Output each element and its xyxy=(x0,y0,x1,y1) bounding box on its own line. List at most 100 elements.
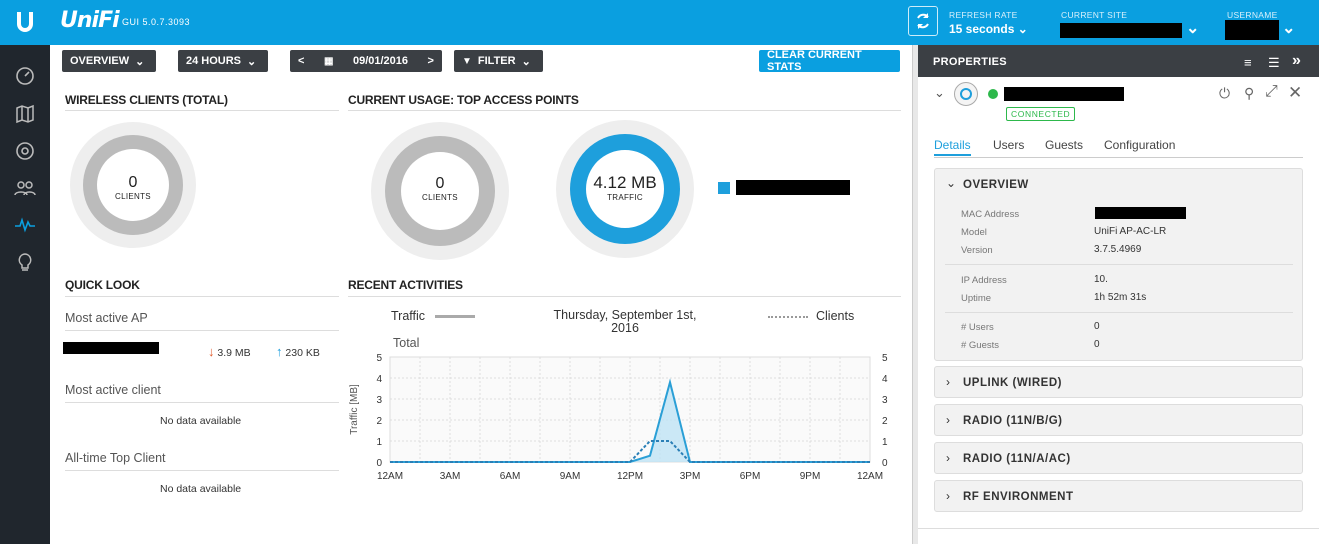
insights-icon[interactable] xyxy=(13,250,37,274)
ip-label: IP Address xyxy=(961,275,1007,286)
uplink-panel[interactable]: › UPLINK (WIRED) xyxy=(934,366,1303,398)
overview-dropdown[interactable]: OVERVIEW ⌄ xyxy=(62,50,156,72)
mac-value xyxy=(1095,207,1186,219)
y-tick-label: 4 xyxy=(376,374,382,385)
y-tick-label: 5 xyxy=(376,353,382,364)
ap-device-icon xyxy=(954,82,978,106)
most-active-client-label: Most active client xyxy=(65,383,161,397)
status-badge: CONNECTED xyxy=(1006,107,1076,121)
x-tick-label: 6PM xyxy=(740,471,761,482)
prev-day-button[interactable]: < xyxy=(298,55,305,67)
filter-icon: ▼ xyxy=(462,55,472,67)
locate-pin-icon[interactable]: ⚲ xyxy=(1244,85,1255,101)
refresh-rate-select[interactable]: 15 seconds ⌄ xyxy=(949,22,1028,36)
power-icon[interactable]: ⏻ xyxy=(1219,85,1231,101)
next-day-button[interactable]: > xyxy=(427,55,434,67)
radio-ac-panel-title: RADIO (11N/A/AC) xyxy=(963,453,1071,465)
donut-hole xyxy=(586,150,664,228)
most-active-ap-name[interactable] xyxy=(63,342,159,354)
recent-activities-title: RECENT ACTIVITIES xyxy=(348,278,463,292)
chevron-down-icon[interactable]: ⌄ xyxy=(946,176,957,190)
expand-icon[interactable]: ⤢ xyxy=(1265,83,1278,100)
legend-line-solid xyxy=(434,315,475,319)
x-tick-label: 3AM xyxy=(440,471,461,482)
current-site-select[interactable] xyxy=(1060,23,1182,38)
mac-label: MAC Address xyxy=(961,209,1020,220)
chart-total-label: Total xyxy=(393,336,420,350)
divider xyxy=(918,528,1319,529)
legend-traffic: Traffic xyxy=(391,309,475,323)
radio-ac-panel[interactable]: › RADIO (11N/A/AC) xyxy=(934,442,1303,474)
time-range-dropdown[interactable]: 24 HOURS ⌄ xyxy=(178,50,268,72)
main-content: OVERVIEW ⌄ 24 HOURS ⌄ < ▦ 09/01/2016 > ▼ FI… xyxy=(50,45,914,544)
version-value: 3.7.5.4969 xyxy=(1094,244,1142,255)
arrow-down-icon: ↓ xyxy=(208,344,215,359)
chevron-down-icon: ⌄ xyxy=(521,55,531,68)
properties-title: PROPERTIES xyxy=(933,56,1007,68)
chevron-down-icon[interactable]: ⌄ xyxy=(934,85,945,100)
divider xyxy=(65,402,339,403)
users-value: 0 xyxy=(1094,321,1100,332)
y-tick-label: 0 xyxy=(376,458,382,469)
tabs-underline xyxy=(934,157,1303,158)
username-menu[interactable] xyxy=(1225,20,1279,40)
legend-traffic-label: Traffic xyxy=(391,309,426,323)
x-tick-label: 6AM xyxy=(500,471,521,482)
filter-dropdown[interactable]: ▼ FILTER ⌄ xyxy=(454,50,543,72)
rf-environment-panel[interactable]: › RF ENVIRONMENT xyxy=(934,480,1303,512)
chevron-right-icon: › xyxy=(946,413,950,427)
divider xyxy=(945,312,1293,313)
all-time-top-client-label: All-time Top Client xyxy=(65,451,166,465)
refresh-icon xyxy=(917,13,929,29)
chevron-right-icon: › xyxy=(946,489,950,503)
gui-version: GUI 5.0.7.3093 xyxy=(122,17,191,27)
tab-guests[interactable]: Guests xyxy=(1045,138,1084,152)
chevron-right-icon: › xyxy=(946,375,950,389)
y-tick-label: 1 xyxy=(376,437,382,448)
chevron-down-icon[interactable]: ⌄ xyxy=(1282,20,1296,37)
chevron-down-icon[interactable]: ⌄ xyxy=(1186,20,1200,37)
legend-clients-label: Clients xyxy=(816,309,855,323)
usage-traffic-value: 4.12 MB TRAFFIC xyxy=(593,173,657,202)
current-site-label: CURRENT SITE xyxy=(1061,10,1128,20)
divider xyxy=(348,296,901,297)
unifi-logo: UniFi xyxy=(60,8,120,33)
arrow-up-icon: ↑ xyxy=(276,344,283,359)
legend-ap-name xyxy=(736,180,850,195)
ubiquiti-logo-icon[interactable] xyxy=(0,0,50,45)
donut-hole xyxy=(401,152,479,230)
close-icon[interactable]: ✕ xyxy=(1288,83,1303,102)
chevron-down-icon: ⌄ xyxy=(1017,22,1028,36)
overview-panel-title[interactable]: OVERVIEW xyxy=(963,179,1029,191)
statistics-icon[interactable] xyxy=(13,213,37,237)
dashboard-icon[interactable] xyxy=(13,64,37,88)
radio-bgn-panel[interactable]: › RADIO (11N/B/G) xyxy=(934,404,1303,436)
devices-icon[interactable] xyxy=(13,139,37,163)
clients-icon[interactable] xyxy=(13,176,37,200)
tab-users[interactable]: Users xyxy=(993,138,1025,152)
menu-icon[interactable]: ☰ xyxy=(1268,55,1280,70)
status-dot-icon xyxy=(988,89,998,99)
panel-splitter[interactable] xyxy=(912,45,918,544)
map-icon[interactable] xyxy=(13,102,37,126)
clients-line xyxy=(390,440,870,463)
guests-value: 0 xyxy=(1094,339,1100,350)
wireless-clients-title: WIRELESS CLIENTS (TOTAL) xyxy=(65,93,228,107)
quick-look-title: QUICK LOOK xyxy=(65,278,140,292)
list-icon[interactable]: ≡ xyxy=(1244,55,1252,70)
y-tick-label-right: 0 xyxy=(882,458,888,469)
most-active-ap-label: Most active AP xyxy=(65,311,148,325)
y-tick-label: 3 xyxy=(376,395,382,406)
legend-line-dotted xyxy=(768,315,808,318)
x-tick-label: 12PM xyxy=(617,471,643,482)
guests-label: # Guests xyxy=(961,340,1000,351)
clear-stats-button[interactable]: CLEAR CURRENT STATS xyxy=(759,49,900,73)
collapse-panel-icon[interactable]: » xyxy=(1292,52,1301,69)
refresh-button[interactable] xyxy=(908,6,938,36)
tab-configuration[interactable]: Configuration xyxy=(1104,138,1176,152)
wireless-clients-value: 0 CLIENTS xyxy=(115,174,151,201)
uptime-label: Uptime xyxy=(961,293,992,304)
date-picker[interactable]: < ▦ 09/01/2016 > xyxy=(290,50,442,72)
tab-details[interactable]: Details xyxy=(934,138,971,156)
x-tick-label: 3PM xyxy=(680,471,701,482)
